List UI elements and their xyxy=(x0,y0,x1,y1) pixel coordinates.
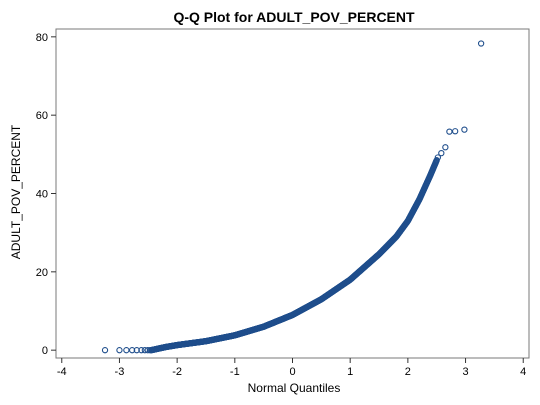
y-tick-label: 40 xyxy=(36,189,48,201)
data-point xyxy=(452,128,459,135)
data-point xyxy=(438,150,445,157)
y-axis: 0 20 40 60 80 xyxy=(36,32,56,357)
data-point xyxy=(128,347,136,354)
x-tick-label: -2 xyxy=(172,366,182,378)
x-tick-label: 3 xyxy=(462,366,468,378)
x-axis: -4 -3 -2 -1 0 1 2 3 4 xyxy=(57,358,526,378)
y-tick-label: 20 xyxy=(36,267,48,279)
data-point xyxy=(477,40,485,47)
data-points xyxy=(101,40,485,354)
x-tick-label: -1 xyxy=(230,366,240,378)
x-tick-label: -3 xyxy=(115,366,125,378)
data-point xyxy=(146,347,154,354)
data-point xyxy=(434,154,442,161)
data-point xyxy=(116,347,123,354)
x-tick-label: -4 xyxy=(57,366,67,378)
data-point xyxy=(138,347,145,354)
y-tick-label: 0 xyxy=(42,345,48,357)
y-axis-label: ADULT_POV_PERCENT xyxy=(9,124,23,259)
chart-title: Q-Q Plot for ADULT_POV_PERCENT xyxy=(173,9,415,25)
y-tick-label: 60 xyxy=(36,110,48,122)
x-tick-label: 0 xyxy=(289,366,295,378)
plot-frame xyxy=(55,28,530,359)
data-point xyxy=(101,347,109,354)
data-point xyxy=(442,144,449,151)
data-point xyxy=(446,128,453,135)
data-point xyxy=(123,347,130,354)
x-tick-label: 4 xyxy=(520,366,526,378)
data-point xyxy=(461,126,468,133)
x-tick-label: 1 xyxy=(347,366,353,378)
x-axis-label: Normal Quantiles xyxy=(248,381,341,395)
data-point xyxy=(133,347,140,354)
x-tick-label: 2 xyxy=(405,366,411,378)
y-tick-label: 80 xyxy=(36,32,48,44)
data-point xyxy=(144,347,151,354)
